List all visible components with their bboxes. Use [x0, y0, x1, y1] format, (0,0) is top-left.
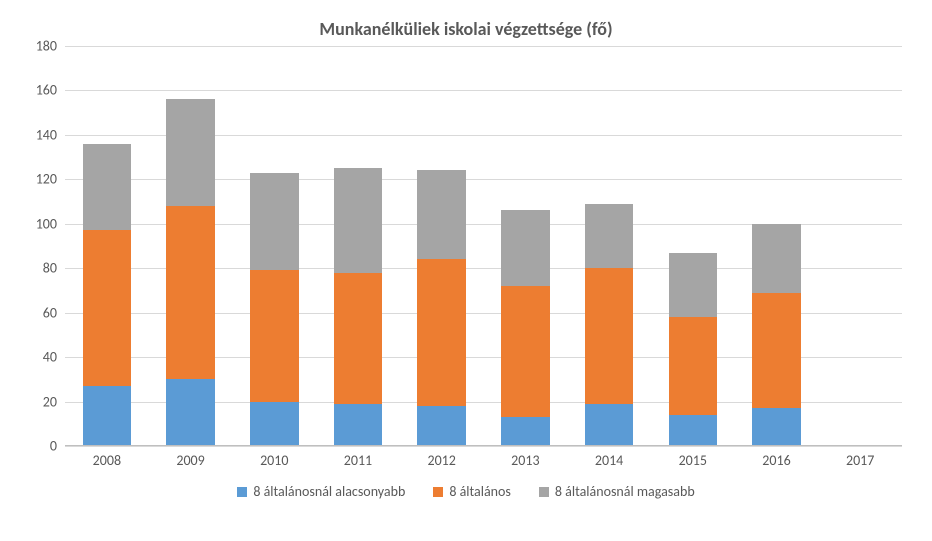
bar-slot — [567, 46, 651, 446]
x-tick-label: 2017 — [818, 452, 902, 469]
bar-segment-high — [669, 253, 718, 317]
bar-stack — [166, 99, 215, 446]
bar-stack — [83, 144, 132, 446]
bar-slot — [232, 46, 316, 446]
bar-segment-mid — [585, 268, 634, 404]
bar-segment-mid — [669, 317, 718, 415]
chart-title: Munkanélküliek iskolai végzettsége (fő) — [10, 18, 922, 40]
bar-slot — [651, 46, 735, 446]
bar-segment-mid — [334, 273, 383, 404]
bar-segment-high — [585, 204, 634, 268]
x-axis-labels: 2008200920102011201220132014201520162017 — [65, 452, 902, 469]
y-tick-label: 160 — [36, 82, 65, 99]
bar-stack — [669, 253, 718, 446]
bar-segment-mid — [166, 206, 215, 379]
bar-segment-low — [250, 402, 299, 446]
bar-segment-high — [166, 99, 215, 206]
bar-segment-mid — [501, 286, 550, 417]
bar-segment-high — [752, 224, 801, 293]
legend-item: 8 általános — [433, 483, 511, 500]
bar-segment-low — [417, 406, 466, 446]
x-tick-label: 2011 — [316, 452, 400, 469]
y-tick-label: 40 — [43, 349, 65, 366]
legend-swatch — [539, 487, 549, 497]
x-tick-label: 2014 — [567, 452, 651, 469]
x-tick-label: 2012 — [400, 452, 484, 469]
bar-segment-high — [334, 168, 383, 272]
legend-swatch — [433, 487, 443, 497]
y-tick-label: 60 — [43, 304, 65, 321]
bar-stack — [417, 170, 466, 446]
bar-segment-high — [83, 144, 132, 231]
bar-segment-mid — [417, 259, 466, 406]
legend-swatch — [237, 487, 247, 497]
y-tick-label: 100 — [36, 215, 65, 232]
bar-slot — [484, 46, 568, 446]
bar-stack — [250, 173, 299, 446]
legend-label: 8 általánosnál alacsonyabb — [253, 483, 405, 500]
y-tick-label: 80 — [43, 260, 65, 277]
y-tick-label: 120 — [36, 171, 65, 188]
legend-label: 8 általánosnál magasabb — [555, 483, 695, 500]
bar-segment-low — [83, 386, 132, 446]
bar-segment-mid — [250, 270, 299, 401]
bar-segment-high — [250, 173, 299, 271]
chart-container: Munkanélküliek iskolai végzettsége (fő) … — [0, 0, 932, 541]
bar-segment-high — [417, 170, 466, 259]
legend-item: 8 általánosnál alacsonyabb — [237, 483, 405, 500]
x-tick-label: 2010 — [232, 452, 316, 469]
bar-segment-high — [501, 210, 550, 286]
bar-slot — [400, 46, 484, 446]
legend-item: 8 általánosnál magasabb — [539, 483, 695, 500]
x-tick-label: 2016 — [735, 452, 819, 469]
legend-label: 8 általános — [449, 483, 511, 500]
bar-slot — [735, 46, 819, 446]
x-axis-line — [65, 445, 902, 446]
x-tick-label: 2008 — [65, 452, 149, 469]
bar-segment-low — [501, 417, 550, 446]
bar-slot — [818, 46, 902, 446]
y-tick-label: 20 — [43, 393, 65, 410]
bar-segment-low — [585, 404, 634, 446]
x-tick-label: 2009 — [149, 452, 233, 469]
bar-stack — [585, 204, 634, 446]
bar-segment-mid — [752, 293, 801, 409]
plot-area: 020406080100120140160180 — [65, 46, 902, 446]
bar-stack — [334, 168, 383, 446]
x-tick-label: 2015 — [651, 452, 735, 469]
bar-segment-low — [669, 415, 718, 446]
y-tick-label: 140 — [36, 126, 65, 143]
y-tick-label: 180 — [36, 38, 65, 55]
bar-segment-mid — [83, 230, 132, 386]
y-tick-label: 0 — [50, 438, 65, 455]
bar-stack — [752, 224, 801, 446]
gridline — [65, 446, 902, 447]
bar-segment-low — [334, 404, 383, 446]
bar-slot — [149, 46, 233, 446]
legend: 8 általánosnál alacsonyabb 8 általános 8 á… — [10, 483, 922, 500]
bar-slot — [65, 46, 149, 446]
bar-segment-low — [166, 379, 215, 446]
bar-slot — [316, 46, 400, 446]
x-tick-label: 2013 — [484, 452, 568, 469]
bar-segment-low — [752, 408, 801, 446]
bar-stack — [501, 210, 550, 446]
bars-area — [65, 46, 902, 446]
